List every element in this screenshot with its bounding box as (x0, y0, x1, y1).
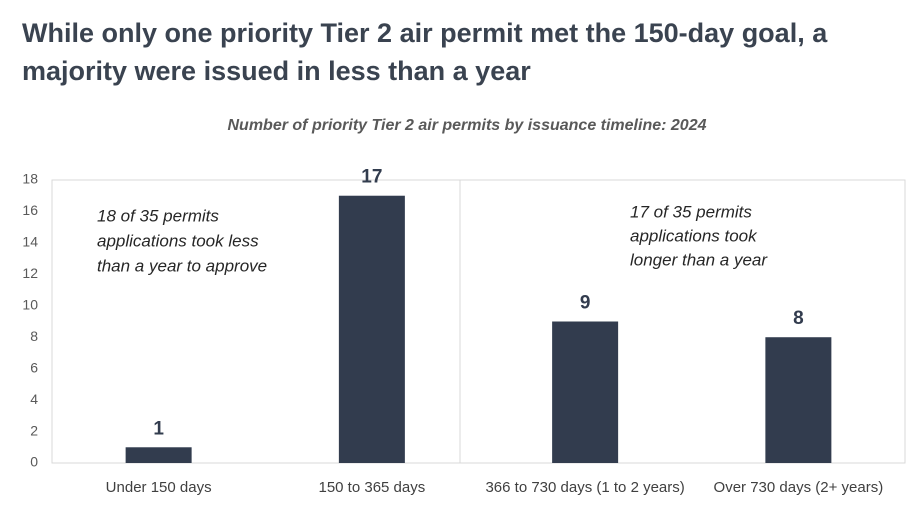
x-tick-label: Over 730 days (2+ years) (714, 479, 884, 496)
annotation: 18 of 35 permits (97, 206, 219, 225)
chart-subtitle: Number of priority Tier 2 air permits by… (228, 117, 707, 134)
y-tick-label: 8 (30, 328, 38, 344)
y-tick-label: 14 (22, 234, 38, 250)
y-tick-label: 4 (30, 391, 38, 407)
y-tick-label: 2 (30, 422, 38, 438)
bar (552, 321, 619, 463)
x-tick-label: Under 150 days (106, 479, 212, 496)
annotation: applications took (630, 226, 758, 245)
annotation: longer than a year (630, 250, 768, 269)
value-label: 17 (361, 167, 382, 188)
bar (125, 447, 192, 463)
x-tick-label: 150 to 365 days (318, 479, 425, 496)
y-tick-label: 12 (22, 265, 38, 281)
value-label: 9 (580, 293, 591, 314)
value-label: 8 (793, 308, 804, 329)
y-tick-label: 6 (30, 359, 38, 375)
annotation: applications took less (97, 231, 259, 250)
bar (765, 337, 832, 463)
value-label: 1 (153, 418, 164, 439)
y-tick-label: 18 (22, 171, 38, 187)
chart-title: majority were issued in less than a year (22, 56, 531, 86)
annotation: 17 of 35 permits (630, 202, 752, 221)
chart-title: While only one priority Tier 2 air permi… (22, 18, 828, 48)
y-tick-label: 10 (22, 296, 38, 312)
bar (338, 195, 405, 463)
x-tick-label: 366 to 730 days (1 to 2 years) (485, 479, 684, 496)
y-tick-label: 0 (30, 454, 38, 470)
annotation: than a year to approve (97, 256, 267, 275)
plot-frame (51, 179, 906, 464)
y-tick-label: 16 (22, 202, 38, 218)
